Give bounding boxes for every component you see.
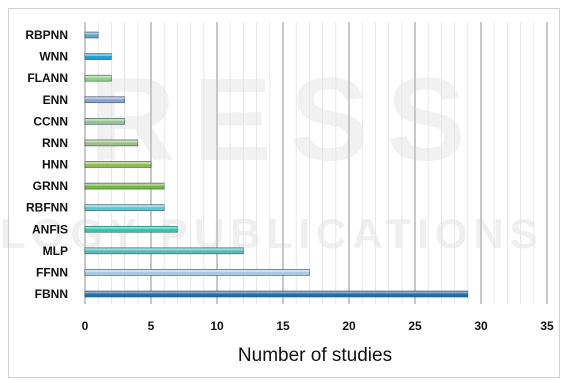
bar-rect bbox=[84, 204, 165, 211]
bar-grnn bbox=[84, 182, 165, 190]
bar-highlight bbox=[85, 32, 99, 35]
bar-highlight bbox=[85, 54, 112, 57]
bar-rect bbox=[84, 182, 165, 190]
category-label-hnn: HNN bbox=[42, 158, 68, 172]
bar-enn bbox=[84, 96, 125, 104]
bar-rect bbox=[84, 74, 112, 82]
bar-flann bbox=[84, 74, 112, 82]
x-tick-label: 30 bbox=[474, 319, 488, 333]
bar-rbpnn bbox=[84, 31, 99, 39]
category-label-wnn: WNN bbox=[39, 50, 68, 64]
x-tick-label: 5 bbox=[148, 319, 155, 333]
category-label-mlp: MLP bbox=[43, 244, 68, 258]
bar-rect bbox=[84, 247, 244, 255]
bar-ffnn bbox=[84, 269, 310, 276]
category-label-rnn: RNN bbox=[42, 136, 68, 150]
bar-rect bbox=[84, 290, 469, 298]
bar-rnn bbox=[84, 139, 139, 147]
category-label-fbnn: FBNN bbox=[35, 287, 68, 301]
bar-rect bbox=[84, 269, 310, 276]
x-tick-label: 20 bbox=[342, 319, 356, 333]
category-label-anfis: ANFIS bbox=[32, 222, 68, 236]
bar-highlight bbox=[85, 75, 112, 78]
x-tick-label: 0 bbox=[82, 319, 89, 333]
bar-highlight bbox=[85, 118, 125, 121]
chart-frame bbox=[8, 8, 560, 378]
bar-mlp bbox=[84, 247, 244, 255]
gridlines bbox=[84, 22, 548, 304]
bar-rect bbox=[84, 118, 125, 125]
bar-rect bbox=[84, 53, 112, 60]
bar-rect bbox=[84, 225, 178, 233]
x-tick-label: 25 bbox=[408, 319, 422, 333]
x-tick-labels: 0 5 10 15 20 25 30 35 bbox=[82, 319, 554, 333]
bar-highlight bbox=[85, 226, 178, 229]
category-label-flann: FLANN bbox=[27, 71, 68, 85]
category-label-grnn: GRNN bbox=[33, 179, 68, 193]
bar-wnn bbox=[84, 53, 112, 60]
bar-highlight bbox=[85, 183, 165, 186]
category-labels: RBPNN WNN FLANN ENN CCNN RNN HNN GRNN RBFNN ANFIS… bbox=[25, 28, 68, 301]
bar-highlight bbox=[85, 140, 138, 143]
bar-highlight bbox=[85, 162, 151, 164]
bar-rect bbox=[84, 31, 99, 39]
bar-highlight bbox=[85, 269, 310, 272]
x-tick-label: 15 bbox=[276, 319, 290, 333]
x-axis-title: Number of studies bbox=[238, 345, 392, 366]
bar-fbnn bbox=[84, 290, 469, 298]
category-label-ffnn: FFNN bbox=[36, 265, 68, 279]
category-label-ccnn: CCNN bbox=[33, 114, 68, 128]
x-tick-label: 10 bbox=[210, 319, 224, 333]
bar-highlight bbox=[85, 291, 468, 294]
category-label-rbpnn: RBPNN bbox=[25, 28, 68, 42]
bar-anfis bbox=[84, 225, 178, 233]
bars bbox=[84, 31, 469, 298]
bar-highlight bbox=[85, 205, 165, 208]
bar-ccnn bbox=[84, 118, 125, 125]
bar-highlight bbox=[85, 248, 244, 251]
bar-rect bbox=[84, 161, 152, 168]
category-label-enn: ENN bbox=[43, 93, 68, 107]
bar-rbfnn bbox=[84, 204, 165, 211]
bar-hnn bbox=[84, 161, 152, 168]
x-tick-label: 35 bbox=[540, 319, 554, 333]
category-label-rbfnn: RBFNN bbox=[26, 201, 68, 215]
bar-rect bbox=[84, 139, 139, 147]
bar-rect bbox=[84, 96, 125, 104]
bar-highlight bbox=[85, 97, 125, 100]
